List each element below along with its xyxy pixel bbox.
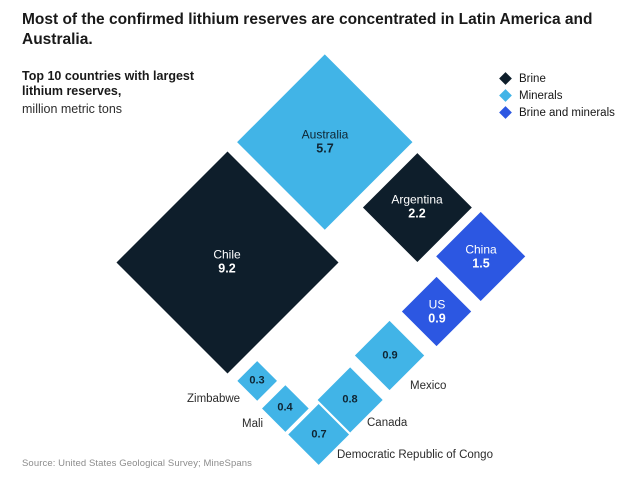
chart-subtitle: Top 10 countries with largest lithium re… bbox=[22, 69, 208, 117]
page-title: Most of the confirmed lithium reserves a… bbox=[22, 11, 593, 48]
legend: Brine Minerals Brine and minerals bbox=[499, 70, 615, 121]
country-name-canada: Canada bbox=[367, 417, 408, 429]
legend-label: Minerals bbox=[519, 89, 563, 102]
legend-item-brine: Brine bbox=[499, 70, 615, 87]
source-note: Source: United States Geological Survey;… bbox=[22, 458, 252, 469]
diamond-zimbabwe bbox=[236, 360, 278, 402]
chart-subtitle-bold: Top 10 countries with largest lithium re… bbox=[22, 69, 195, 99]
chart-subtitle-unit: million metric tons bbox=[22, 101, 123, 116]
diamond-us bbox=[402, 277, 472, 347]
country-name-mali: Mali bbox=[242, 418, 264, 430]
legend-item-minerals: Minerals bbox=[499, 87, 615, 104]
country-name-zimbabwe: Zimbabwe bbox=[187, 393, 241, 405]
country-name-democratic-republic-of-congo: Democratic Republic of Congo bbox=[337, 449, 493, 461]
legend-label: Brine and minerals bbox=[519, 106, 615, 119]
legend-label: Brine bbox=[519, 72, 546, 85]
country-name-mexico: Mexico bbox=[410, 380, 447, 392]
legend-item-brine-and-minerals: Brine and minerals bbox=[499, 104, 615, 121]
